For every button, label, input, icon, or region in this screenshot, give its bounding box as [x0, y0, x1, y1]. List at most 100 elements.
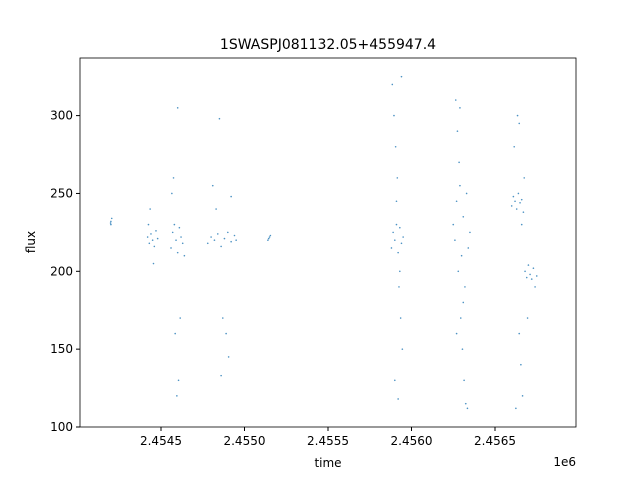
y-tick-label: 150 [50, 342, 73, 356]
point [152, 262, 155, 265]
point [400, 75, 403, 78]
point [269, 234, 272, 237]
point [512, 195, 515, 198]
point [535, 275, 538, 277]
point [176, 107, 179, 109]
point [227, 356, 230, 358]
point [454, 239, 456, 241]
point [216, 233, 219, 235]
point [151, 239, 154, 241]
point [147, 223, 150, 226]
point [397, 251, 399, 254]
point [150, 233, 152, 235]
point [398, 286, 400, 288]
point [454, 99, 457, 101]
point [463, 379, 465, 382]
point [390, 247, 393, 249]
point [394, 145, 397, 148]
point [399, 317, 402, 319]
point [400, 242, 403, 245]
point [221, 317, 224, 319]
point [233, 234, 236, 237]
point [534, 286, 536, 288]
point [516, 114, 519, 117]
x-tick-label: 2.4550 [223, 434, 265, 448]
point [226, 231, 229, 234]
point [268, 236, 271, 238]
point [235, 239, 237, 241]
point [519, 201, 521, 204]
point [110, 217, 113, 220]
point [176, 251, 179, 254]
point [180, 236, 182, 238]
point [460, 254, 463, 257]
point [522, 211, 525, 213]
point [529, 273, 531, 276]
point [213, 239, 216, 241]
point [456, 130, 459, 132]
point [532, 267, 535, 269]
point [526, 317, 529, 319]
point [399, 270, 401, 273]
point [397, 398, 399, 400]
point [457, 270, 460, 273]
x-offset-label: 1e6 [553, 455, 576, 469]
point [230, 195, 232, 198]
point [218, 117, 221, 120]
point [402, 236, 404, 238]
point [396, 177, 399, 179]
point [210, 236, 212, 238]
point [177, 379, 180, 382]
y-tick-label: 250 [50, 186, 73, 200]
point [520, 363, 522, 366]
point [230, 240, 232, 243]
point [520, 223, 523, 226]
point [459, 107, 461, 109]
point [394, 379, 396, 382]
point [267, 239, 269, 241]
chart-title: 1SWASPJ081132.05+455947.4 [220, 37, 436, 53]
point [174, 332, 176, 335]
point [530, 278, 533, 280]
point [464, 286, 466, 288]
point [458, 161, 460, 164]
y-tick-label: 200 [50, 264, 73, 278]
point [520, 198, 523, 201]
point [148, 242, 151, 245]
point [176, 395, 178, 397]
point [459, 184, 461, 187]
point [171, 192, 173, 195]
point [206, 242, 209, 245]
point [395, 200, 398, 203]
x-tick-label: 2.4565 [474, 434, 516, 448]
point [461, 348, 464, 350]
point [399, 226, 401, 229]
point [523, 177, 526, 179]
point [181, 242, 184, 245]
point [110, 220, 112, 223]
point [183, 254, 186, 257]
point [215, 208, 217, 210]
point [515, 208, 518, 210]
point [465, 192, 468, 195]
y-tick-label: 300 [50, 109, 73, 123]
point [178, 226, 181, 229]
point [220, 374, 222, 377]
point [109, 222, 112, 224]
point [524, 270, 526, 273]
point [173, 223, 176, 226]
point [527, 264, 530, 266]
point [459, 317, 462, 319]
point [513, 145, 516, 148]
point [394, 239, 396, 241]
point [149, 208, 151, 210]
x-tick-label: 2.4560 [391, 434, 433, 448]
point [225, 332, 227, 335]
plot-frame [79, 57, 577, 428]
point [393, 114, 395, 117]
point [172, 177, 175, 179]
point [515, 407, 517, 410]
point [153, 245, 156, 248]
